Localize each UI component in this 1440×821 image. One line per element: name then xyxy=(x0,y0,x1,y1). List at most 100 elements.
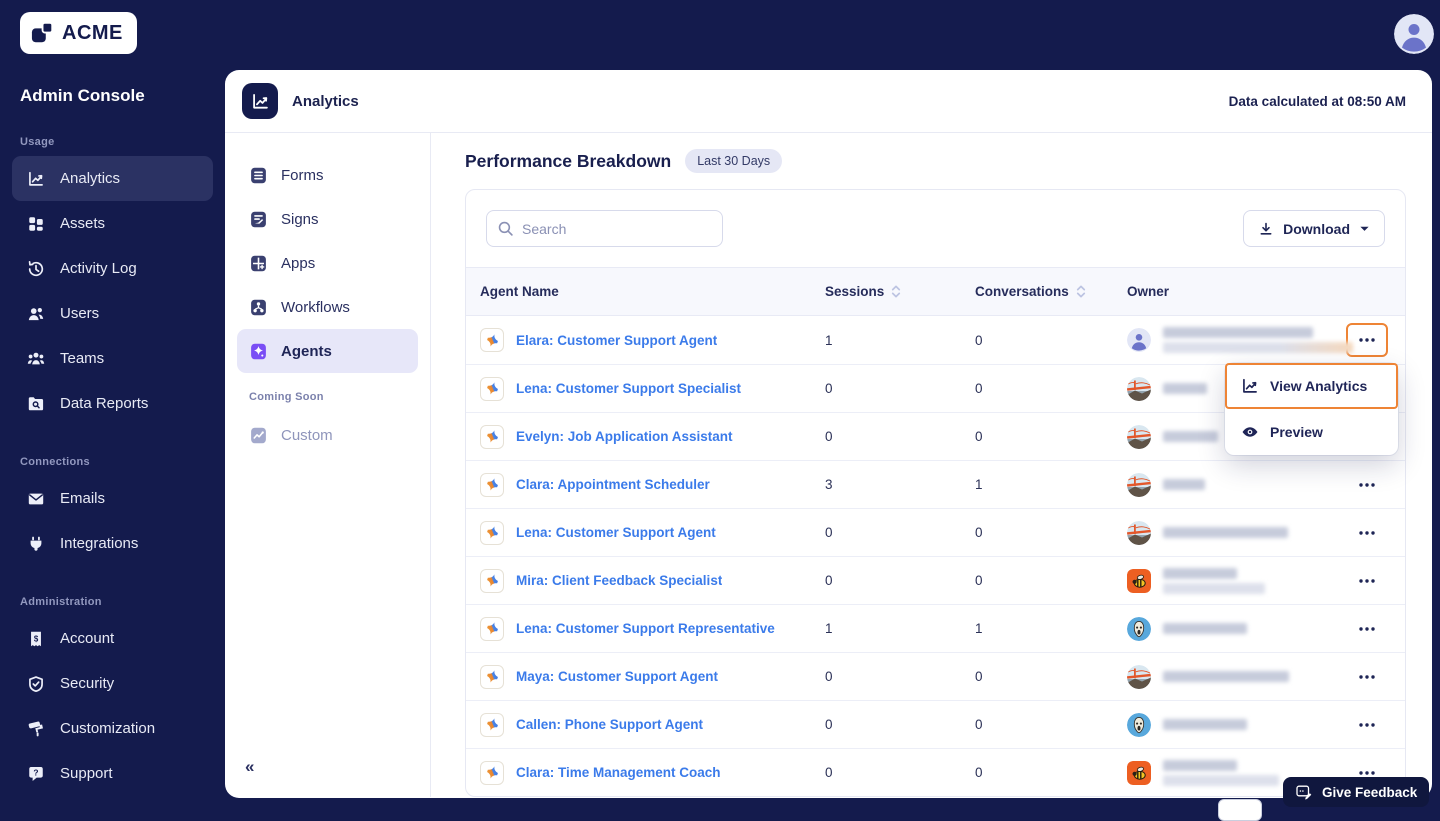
give-feedback-button[interactable]: Give Feedback xyxy=(1283,777,1430,807)
clipped-bottom-control[interactable] xyxy=(1218,799,1262,821)
subsidebar-item-apps[interactable]: Apps xyxy=(237,241,418,285)
subsidebar-item-forms[interactable]: Forms xyxy=(237,153,418,197)
redacted-bar xyxy=(1163,479,1205,490)
column-header-conversations[interactable]: Conversations xyxy=(959,284,1111,299)
menu-item-view-analytics[interactable]: View Analytics xyxy=(1225,363,1398,409)
agent-name-cell: Evelyn: Job Application Assistant xyxy=(466,424,809,449)
sidebar-item-security[interactable]: Security xyxy=(12,661,213,706)
agent-name-link[interactable]: Elara: Customer Support Agent xyxy=(516,332,718,348)
agent-name-link[interactable]: Maya: Customer Support Agent xyxy=(516,669,719,684)
admin-console-title: Admin Console xyxy=(20,86,145,105)
conversations-value: 0 xyxy=(975,429,983,444)
owner-cell xyxy=(1111,759,1329,786)
owner-cell xyxy=(1111,712,1329,737)
sidebar-item-customization[interactable]: Customization xyxy=(12,706,213,751)
sidebar-item-activity-log[interactable]: Activity Log xyxy=(12,246,213,291)
teams-icon xyxy=(26,349,46,369)
row-more-actions-button[interactable] xyxy=(1346,660,1388,694)
search-input[interactable] xyxy=(522,220,712,237)
row-more-actions-button[interactable] xyxy=(1346,323,1388,357)
sidebar-item-teams[interactable]: Teams xyxy=(12,336,213,381)
subsidebar-item-workflows[interactable]: Workflows xyxy=(237,285,418,329)
owner-cell xyxy=(1111,520,1329,545)
sidebar-item-label: Security xyxy=(60,675,115,692)
row-more-actions-button[interactable] xyxy=(1346,468,1388,502)
sessions-value: 0 xyxy=(825,429,833,444)
subsidebar-item-signs[interactable]: Signs xyxy=(237,197,418,241)
agent-name-cell: Clara: Time Management Coach xyxy=(466,760,809,785)
sidebar-item-label: Activity Log xyxy=(60,260,137,277)
menu-item-preview[interactable]: Preview xyxy=(1225,409,1398,455)
row-more-actions-button[interactable] xyxy=(1346,756,1388,790)
sidebar-item-label: Account xyxy=(60,630,115,647)
table-row: Clara: Appointment Scheduler 3 1 xyxy=(466,460,1405,508)
owner-name-redacted xyxy=(1163,479,1205,490)
agent-name-link[interactable]: Lena: Customer Support Representative xyxy=(516,621,775,636)
row-actions-cell xyxy=(1329,612,1405,646)
chat-question-icon: ? xyxy=(26,764,46,784)
sidebar-item-label: Assets xyxy=(60,215,106,232)
sidebar-item-account[interactable]: $ Account xyxy=(12,616,213,661)
row-actions-cell xyxy=(1329,323,1405,357)
brand-logo[interactable]: ACME xyxy=(20,12,137,54)
owner-name-redacted xyxy=(1163,623,1247,634)
content-area: Performance Breakdown Last 30 Days xyxy=(431,133,1432,797)
redacted-bar xyxy=(1163,582,1265,594)
redacted-bar xyxy=(1163,719,1247,730)
owner-name-redacted xyxy=(1163,671,1289,682)
owner-cell xyxy=(1111,376,1329,401)
owner-name-redacted xyxy=(1163,719,1247,730)
agent-name-link[interactable]: Mira: Client Feedback Specialist xyxy=(516,573,723,588)
agent-name-link[interactable]: Callen: Phone Support Agent xyxy=(516,717,703,732)
sidebar-item-label: Customization xyxy=(60,720,156,737)
sidebar-item-assets[interactable]: Assets xyxy=(12,201,213,246)
redacted-bar xyxy=(1163,623,1247,634)
owner-name-redacted xyxy=(1163,327,1353,353)
subsidebar-item-label: Workflows xyxy=(281,298,350,316)
sidebar-item-users[interactable]: Users xyxy=(12,291,213,336)
secondary-sidebar: Forms Signs Apps Workflows Agents Coming Soo… xyxy=(225,133,431,797)
redacted-bar xyxy=(1163,431,1218,442)
search-box[interactable] xyxy=(486,210,723,247)
forms-icon xyxy=(249,166,268,185)
row-more-actions-button[interactable] xyxy=(1346,516,1388,550)
redacted-bar xyxy=(1163,527,1288,538)
table-body: Elara: Customer Support Agent 1 0 Lena: Cus… xyxy=(466,316,1405,796)
sidebar-item-data-reports[interactable]: Data Reports xyxy=(12,381,213,426)
download-icon xyxy=(1258,221,1274,237)
user-avatar[interactable] xyxy=(1394,14,1434,54)
row-more-actions-button[interactable] xyxy=(1346,612,1388,646)
sidebar-item-emails[interactable]: Emails xyxy=(12,476,213,521)
eye-icon xyxy=(1241,423,1259,441)
sidebar-item-analytics[interactable]: Analytics xyxy=(12,156,213,201)
row-actions-cell xyxy=(1329,564,1405,598)
agent-sparkle-icon xyxy=(480,760,504,785)
workflows-icon xyxy=(249,298,268,317)
primary-sidebar: ACME Admin Console Usage Analytics Assets A… xyxy=(0,0,225,810)
download-button[interactable]: Download xyxy=(1243,210,1385,247)
table-row: Lena: Customer Support Representative 1 1 xyxy=(466,604,1405,652)
subsidebar-item-custom[interactable]: Custom xyxy=(237,413,418,457)
owner-avatar-person-icon xyxy=(1127,328,1151,352)
sidebar-item-integrations[interactable]: Integrations xyxy=(12,521,213,566)
agent-name-link[interactable]: Clara: Time Management Coach xyxy=(516,765,721,780)
agent-sparkle-icon xyxy=(480,520,504,545)
column-header-sessions[interactable]: Sessions xyxy=(809,284,959,299)
agent-name-link[interactable]: Lena: Customer Support Specialist xyxy=(516,381,742,396)
agent-name-cell: Maya: Customer Support Agent xyxy=(466,664,809,689)
sessions-value: 0 xyxy=(825,381,833,396)
agent-name-cell: Mira: Client Feedback Specialist xyxy=(466,568,809,593)
table-row: Callen: Phone Support Agent 0 0 xyxy=(466,700,1405,748)
section-label-connections: Connections xyxy=(20,456,90,468)
row-more-actions-button[interactable] xyxy=(1346,564,1388,598)
row-more-actions-button[interactable] xyxy=(1346,708,1388,742)
sort-icon xyxy=(1075,284,1087,299)
sidebar-item-support[interactable]: ? Support xyxy=(12,751,213,796)
subsidebar-item-agents[interactable]: Agents xyxy=(237,329,418,373)
agent-name-link[interactable]: Lena: Customer Support Agent xyxy=(516,525,716,540)
agent-name-link[interactable]: Clara: Appointment Scheduler xyxy=(516,477,710,492)
collapse-sidebar-button[interactable]: « xyxy=(245,757,255,776)
sort-icon xyxy=(890,284,902,299)
agent-sparkle-icon xyxy=(480,616,504,641)
agent-name-link[interactable]: Evelyn: Job Application Assistant xyxy=(516,429,733,444)
